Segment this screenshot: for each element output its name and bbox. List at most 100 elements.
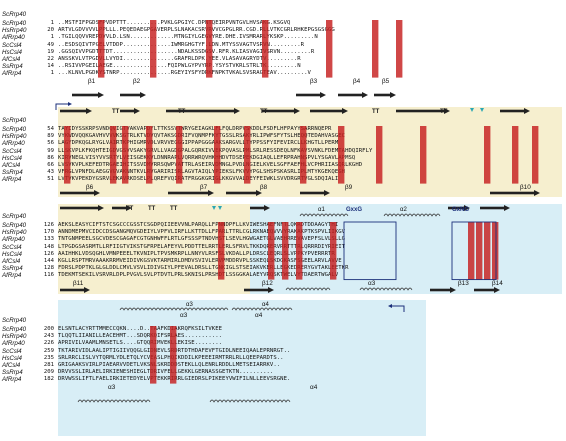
boundary-arrow (55, 103, 68, 110)
residue-number: 182 (43, 376, 54, 383)
residue-number: 89 (47, 133, 54, 140)
species-label: AfRrp40 (2, 340, 25, 348)
sequence-row: TLQQTLIIANILLEACEHMT...SDQRKQIFSRLAES...… (58, 333, 223, 340)
residue-number: 126 (43, 222, 54, 228)
species-label: ScRrp40 (2, 126, 27, 133)
beta-strand-arrow (244, 287, 274, 293)
residue-number: 281 (43, 362, 54, 368)
alpha-helix-coil (285, 287, 331, 291)
residue-number: 54 (47, 126, 54, 132)
alpha-helix-coil (359, 287, 413, 291)
conserved-column (338, 126, 345, 184)
ss-element-label: β5 (382, 77, 390, 85)
beta-strand-arrow (60, 190, 100, 196)
residue-number: 126 (43, 250, 54, 257)
beta-strand-arrow (374, 92, 396, 98)
conserved-column (326, 20, 333, 78)
residue-number: 133 (43, 236, 54, 243)
sequence-row: ..MSTFIFPGDSFPVDPTTT..........PVKLGPGIYC… (58, 20, 291, 26)
species-label: HsCsl4 (2, 154, 22, 162)
conserved-column (64, 126, 71, 184)
sequence-row: KIRVNEGLVISYVVSRTYLVEISGEKKVLDNNRAPLVQRR… (58, 154, 356, 161)
species-label: HsCsl4 (2, 250, 22, 258)
beta-strand-arrow (166, 108, 240, 114)
conserved-column (218, 222, 225, 280)
sequence-row: KGLLRSPTMRVAAAKRRMVEIDIVKGSVKTARMIRLDMDV… (58, 258, 342, 264)
sequence-row: AEKSLEASYCIFTSTCSGCCCGSSTCSGDPQIIEEVVNLP… (58, 222, 339, 228)
sequence-row: LTPGDGSASRMTLLRFIIGTVIKSTGFRPELAFEYVLPDD… (58, 243, 346, 250)
alpha-helix-coil (209, 399, 291, 403)
species-label: ScCsl4 (2, 347, 22, 355)
residue-number: 66 (47, 162, 54, 168)
species-label: SsRrp4 (2, 63, 23, 71)
conserved-column (300, 126, 307, 184)
top-structure-label: ScRrp40 (2, 213, 27, 220)
residue-number: 116 (43, 272, 54, 279)
helix-a3-label: α3 (186, 302, 193, 308)
sequence-row: GRIGAAKSVIRLPIAEARVVDETLVKSNLSKRDDDSTEKL… (58, 362, 281, 368)
residue-number: 235 (43, 354, 54, 361)
beta-strand-arrow (120, 108, 140, 114)
boundary-arrow-tip (388, 304, 392, 308)
conserved-column (244, 126, 251, 184)
conserved-column (330, 222, 337, 280)
residue-number: 200 (43, 326, 54, 332)
conserved-column (122, 126, 129, 184)
sequence-row: LVTVKVPEKDYGSRVLEKAVRKDSELPLQREFVQIRATFR… (58, 176, 339, 183)
residue-number: 128 (43, 265, 54, 272)
ss-element-label: α3 (108, 383, 116, 391)
conserved-column (146, 126, 153, 184)
conserved-column (150, 326, 157, 384)
beta-strand-arrow (72, 92, 104, 98)
beta-strand-arrow (112, 205, 132, 211)
beta-strand-arrow (300, 190, 330, 196)
sequence-row: VYKWDVQQKGAVHVVVVKSGTRLKTVDVQVTAKSGDRIFV… (58, 133, 346, 140)
alpha-helix-coil (77, 399, 151, 403)
beta-strand-arrow (60, 205, 104, 211)
beta-strand-arrow (480, 205, 510, 211)
residue-number: 51 (47, 176, 54, 183)
boundary-arrow (392, 305, 405, 312)
marker-triangle (480, 108, 484, 112)
ss-element-label: α3 (180, 312, 188, 319)
conserved-column (492, 222, 499, 280)
conserved-column (176, 126, 183, 184)
species-label: AfRrp4 (2, 176, 22, 184)
species-label: ScCsl4 (2, 243, 22, 251)
turn-label: TT (440, 109, 448, 115)
sequence-row: DRVVSSLIRLAELIRKIENESHIEGLTDRIVFELLGEKKL… (58, 369, 274, 376)
species-label: HsRrp40 (2, 229, 27, 237)
motif-box (343, 221, 397, 281)
species-label: AfRrp4 (2, 272, 22, 280)
conserved-column (372, 20, 379, 78)
shade-block2 (58, 107, 562, 197)
top-structure-label: ScRrp40 (2, 317, 27, 324)
beta-strand-arrow (310, 108, 348, 114)
species-label: AfCsl4 (2, 56, 21, 63)
conserved-column (484, 126, 491, 184)
marker-triangle (470, 108, 474, 112)
residue-number: 56 (47, 140, 54, 147)
sequence-row: .TGILQQVVREPDVVLD.LSN.............MTNGIY… (58, 34, 318, 41)
ss-element-label: β1 (88, 77, 96, 85)
species-label: AfRrp4 (2, 376, 22, 384)
conserved-column (170, 326, 177, 384)
top-structure-label: ScRrp40 (2, 117, 27, 124)
beta-strand-arrow (226, 190, 262, 196)
species-label: ScCsl4 (2, 147, 22, 155)
ss-element-label: β13 (458, 279, 469, 287)
residue-number: 259 (43, 347, 54, 354)
turn-label: TT (170, 206, 178, 212)
residue-number: 49 (47, 41, 54, 48)
ss-element-label: α3 (368, 279, 376, 287)
conserved-column (206, 20, 213, 78)
conserved-column (150, 20, 157, 78)
alpha-helix-coil (231, 307, 293, 311)
boundary-arrow-tip (68, 102, 72, 106)
sequence-row: AAIHHKLVDSQGHLVMNPEEELTKVNIPLTPVSMKRPLLN… (58, 250, 335, 257)
residue-number: 243 (43, 333, 54, 340)
ss-element-label: β2 (133, 77, 141, 85)
turn-label: TT (148, 206, 156, 212)
beta-strand-arrow (120, 92, 146, 98)
residue-number: 99 (47, 147, 54, 154)
